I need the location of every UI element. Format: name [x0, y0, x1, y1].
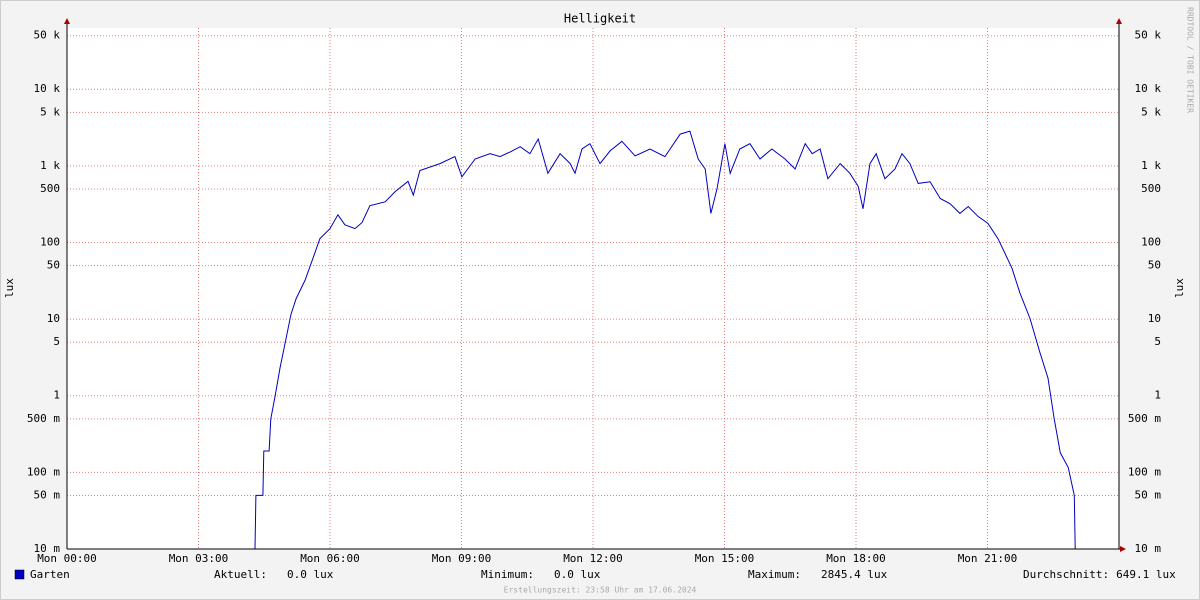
marks: [67, 130, 1119, 550]
x-tick-label: Mon 09:00: [432, 552, 492, 565]
y-tick-label: 50 m: [34, 488, 61, 501]
y-tick-label-right: 50 m: [1135, 488, 1162, 501]
x-tick-label: Mon 12:00: [563, 552, 623, 565]
series-line: [67, 130, 1119, 550]
y-tick-label: 10 k: [34, 82, 61, 95]
y-tick-label: 100 m: [27, 465, 60, 478]
y-tick-label: 100: [40, 235, 60, 248]
y-tick-label-right: 5 k: [1141, 105, 1161, 118]
stat-label: Durchschnitt:: [1023, 568, 1109, 581]
y-tick-label-right: 50 k: [1135, 29, 1162, 42]
y-tick-label-right: 10 m: [1135, 542, 1162, 555]
axis-arrow: [1120, 546, 1126, 552]
y-tick-label: 5 k: [40, 105, 60, 118]
stat-value: 649.1 lux: [1116, 568, 1176, 581]
stat-value: 0.0 lux: [287, 568, 334, 581]
x-tick-label: Mon 18:00: [826, 552, 886, 565]
y-tick-label-right: 100: [1141, 235, 1161, 248]
legend-swatch: [14, 569, 25, 580]
x-tick-label: Mon 15:00: [695, 552, 755, 565]
y-tick-label-right: 10: [1148, 312, 1161, 325]
footer: Erstellungszeit: 23:58 Uhr am 17.06.2024: [504, 586, 697, 595]
x-tick-label: Mon 00:00: [37, 552, 97, 565]
legend-label: Garten: [30, 568, 70, 581]
y-tick-label: 50 k: [34, 29, 61, 42]
stat-label: Maximum:: [748, 568, 801, 581]
y-tick-label-right: 1: [1154, 389, 1161, 402]
x-tick-label: Mon 03:00: [169, 552, 229, 565]
y-tick-label-right: 50: [1148, 259, 1161, 272]
x-tick-label: Mon 21:00: [958, 552, 1018, 565]
y-tick-label: 500: [40, 182, 60, 195]
y-tick-label: 1: [53, 389, 60, 402]
plot-area: [67, 28, 1119, 549]
axis-arrow: [64, 18, 70, 24]
stat-label: Minimum:: [481, 568, 534, 581]
stat-label: Aktuell:: [214, 568, 267, 581]
axis-arrow: [1116, 18, 1122, 24]
y-tick-label: 1 k: [40, 159, 60, 172]
y-tick-label: 10: [47, 312, 60, 325]
y-tick-label-right: 10 k: [1135, 82, 1162, 95]
chart-title: Helligkeit: [564, 12, 636, 26]
y-tick-label-right: 100 m: [1128, 465, 1161, 478]
y-tick-label: 500 m: [27, 412, 60, 425]
stat-value: 2845.4 lux: [821, 568, 888, 581]
y-tick-label-right: 500: [1141, 182, 1161, 195]
y-axis-label-right: lux: [1173, 278, 1186, 298]
y-tick-label: 50: [47, 259, 60, 272]
grid: [66, 28, 1119, 550]
y-tick-label: 5: [53, 335, 60, 348]
y-tick-label-right: 1 k: [1141, 159, 1161, 172]
stat-value: 0.0 lux: [554, 568, 601, 581]
watermark: RRDTOOL / TOBI OETIKER: [1186, 7, 1195, 113]
y-axis-label: lux: [3, 278, 16, 298]
y-tick-label-right: 5: [1154, 335, 1161, 348]
y-tick-label: 10 m: [34, 542, 61, 555]
y-tick-label-right: 500 m: [1128, 412, 1161, 425]
x-tick-label: Mon 06:00: [300, 552, 360, 565]
